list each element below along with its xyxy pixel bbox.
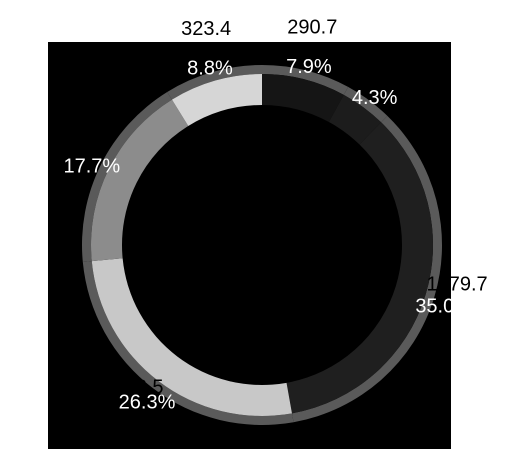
outer-rim-slice-2 (343, 86, 388, 123)
donut-slice-3 (286, 122, 433, 414)
outer-rim-slice-1 (262, 65, 349, 95)
value-label-6: 323.4 (181, 18, 231, 40)
percent-label-1: 7.9% (286, 56, 332, 78)
donut-slice-5 (91, 99, 189, 262)
percent-label-6: 8.8% (187, 57, 233, 79)
outer-rim-slice-3 (291, 115, 443, 423)
donut-slice-2 (328, 94, 382, 145)
percent-label-3: 35.0% (415, 296, 472, 318)
donut-slice-4 (91, 258, 292, 416)
percent-label-5: 17.7% (63, 156, 120, 178)
outer-rim-slice-6 (167, 65, 262, 100)
donut-slice-6 (171, 74, 262, 126)
value-label-1: 290.7 (287, 16, 337, 38)
label-group: 290.7 7.9% 4.3% 1279.735.0% 963.526.3% 647.5 1… (54, 16, 487, 413)
percent-label-4: 26.3% (119, 391, 176, 413)
outer-rim-slice-5 (82, 91, 172, 262)
percent-label-2: 4.3% (352, 87, 398, 109)
value-label-3: 1279.7 (426, 274, 487, 296)
donut-slice-1 (262, 74, 344, 123)
ring-group (82, 65, 443, 425)
value-label-4: 963.5 (114, 376, 164, 398)
value-label-5: 647.5 (54, 123, 104, 145)
